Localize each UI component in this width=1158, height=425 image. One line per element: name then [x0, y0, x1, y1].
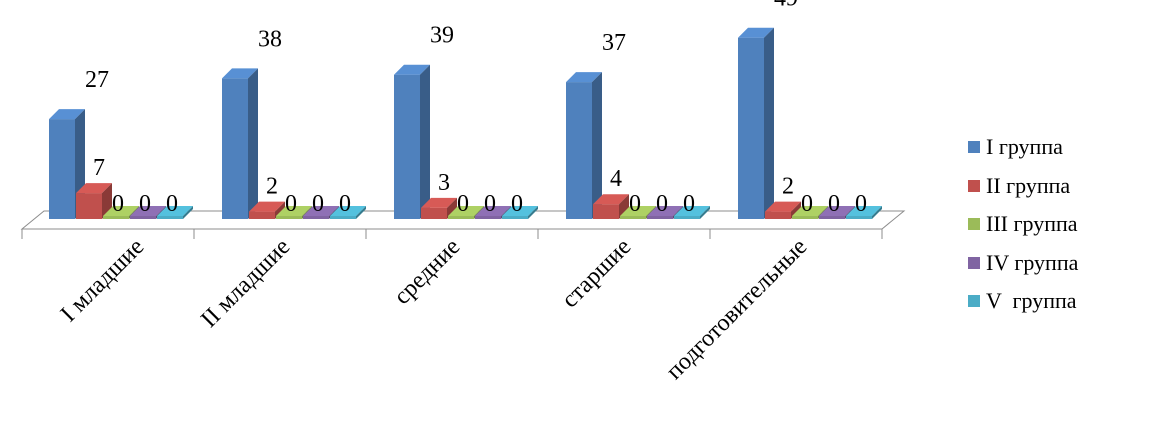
data-label-1-4: 37 [602, 30, 626, 56]
bar-1-4 [566, 72, 602, 219]
data-label-2-1: 7 [93, 155, 105, 181]
data-label-3-3: 0 [457, 191, 469, 217]
bar-5-2 [330, 206, 366, 219]
data-label-4-2: 0 [312, 191, 324, 217]
legend-label: III группа [986, 211, 1078, 237]
data-label-5-1: 0 [166, 191, 178, 217]
bar-5-3 [502, 206, 538, 219]
data-label-1-5: 49 [774, 0, 798, 12]
data-label-5-5: 0 [855, 191, 867, 217]
data-label-4-1: 0 [139, 191, 151, 217]
legend-label: IV группа [986, 249, 1079, 275]
bar-1-3 [394, 64, 430, 219]
data-label-4-4: 0 [656, 191, 668, 217]
legend-item: I группа [968, 128, 1078, 167]
bar-1-5 [738, 27, 774, 220]
bar-2-4 [593, 194, 629, 219]
data-label-2-2: 2 [266, 174, 278, 200]
category-label: подготовительные [661, 234, 812, 385]
bar-5-4 [674, 206, 710, 219]
chart-data-labels: 277000382000393000374000492000 [85, 0, 867, 217]
legend-swatch [968, 295, 980, 308]
data-label-4-5: 0 [828, 191, 840, 217]
legend-swatch [968, 256, 980, 269]
category-label: средние [389, 234, 465, 310]
legend-swatch [968, 218, 980, 231]
legend-item: III группа [968, 205, 1078, 244]
category-label: старшие [557, 234, 636, 313]
data-label-3-2: 0 [285, 191, 297, 217]
data-label-5-2: 0 [339, 191, 351, 217]
data-label-3-5: 0 [801, 191, 813, 217]
legend-swatch [968, 179, 980, 192]
category-label: I младшие [56, 234, 149, 327]
chart-legend: I группа II группа III группа IV группа V гр… [968, 128, 1078, 321]
data-label-1-1: 27 [85, 67, 109, 93]
data-label-2-5: 2 [782, 174, 794, 200]
legend-swatch [968, 141, 980, 154]
data-label-2-4: 4 [610, 166, 622, 192]
bar-1-2 [222, 68, 258, 220]
legend-label: I группа [986, 134, 1063, 160]
legend-item: V группа [968, 282, 1078, 321]
category-label: II младшие [196, 234, 295, 333]
legend-item: IV группа [968, 244, 1078, 283]
legend-item: II группа [968, 167, 1078, 206]
bar-5-5 [846, 206, 882, 219]
chart-bars [49, 27, 882, 220]
legend-label: V группа [986, 288, 1077, 314]
data-label-1-3: 39 [430, 23, 454, 49]
bar-5-1 [157, 206, 193, 219]
legend-label: II группа [986, 172, 1071, 198]
data-label-3-4: 0 [629, 191, 641, 217]
data-label-5-4: 0 [683, 191, 695, 217]
chart-category-labels: I младшие II младшие средние старшие подгото… [56, 234, 812, 385]
data-label-2-3: 3 [438, 170, 450, 196]
bar-2-3 [421, 197, 457, 219]
data-label-5-3: 0 [511, 191, 523, 217]
data-label-4-3: 0 [484, 191, 496, 217]
data-label-3-1: 0 [112, 191, 124, 217]
data-label-1-2: 38 [258, 26, 282, 52]
